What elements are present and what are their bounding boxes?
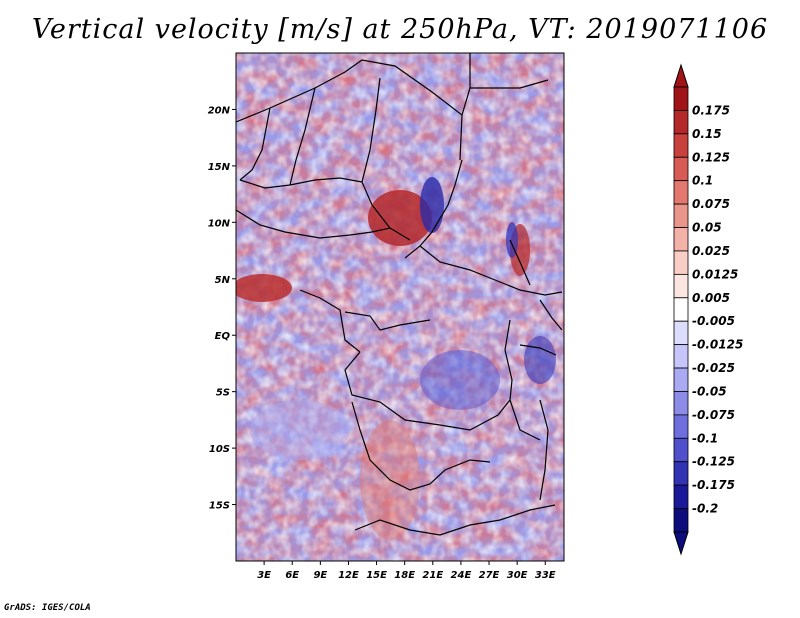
colorbar-bottom-arrow: [673, 531, 689, 556]
lon-tick-label: 30E: [507, 570, 528, 581]
colorbar-label: -0.075: [692, 408, 735, 422]
colorbar-swatch: [673, 273, 689, 299]
colorbar: 0.175 0.15 0.125 0.1 0.075 0.05 0.025 0.0125 0.0…: [673, 63, 743, 556]
lon-tick-label: 6E: [285, 570, 299, 581]
lat-tick-label: 15N: [208, 162, 231, 173]
lon-tick-label: 21E: [422, 570, 443, 581]
colorbar-swatch: [673, 367, 689, 392]
colorbar-label: -0.175: [692, 478, 735, 492]
colorbar-swatch: [673, 484, 689, 509]
longitude-axis: 3E 6E 9E 12E 15E 18E 21E 24E 27E 30E 33E: [257, 561, 556, 581]
colorbar-swatch: [673, 391, 689, 416]
latitude-axis: 20N 15N 10N 5N EQ 5S 10S 15S: [208, 105, 236, 512]
lon-tick-label: 9E: [313, 570, 327, 581]
colorbar-swatch: [673, 461, 689, 486]
lon-tick-label: 3E: [257, 570, 271, 581]
colorbar-label: -0.005: [692, 314, 735, 328]
colorbar-label: -0.2: [692, 502, 718, 516]
colorbar-label: -0.05: [692, 384, 727, 398]
colorbar-label: 0.1: [692, 174, 713, 188]
colorbar-label: -0.125: [692, 455, 735, 469]
colorbar-label: 0.125: [692, 150, 730, 164]
lat-tick-label: 10S: [209, 444, 230, 455]
lon-tick-label: 18E: [394, 570, 415, 581]
colorbar-swatch: [673, 344, 689, 369]
colorbar-label: 0.005: [692, 291, 730, 305]
colorbar-swatch: [673, 320, 689, 346]
lon-tick-label: 27E: [479, 570, 500, 581]
lon-tick-label: 24E: [451, 570, 472, 581]
colorbar-swatch: [673, 437, 689, 463]
colorbar-label: 0.175: [692, 103, 730, 117]
country-borders: [236, 53, 563, 536]
lon-tick-label: 15E: [366, 570, 387, 581]
lat-tick-label: 15S: [209, 501, 230, 512]
colorbar-swatch: [673, 110, 689, 135]
colorbar-swatch: [673, 203, 689, 228]
colorbar-swatch: [673, 414, 689, 439]
map-frame: [235, 52, 565, 562]
colorbar-swatch: [673, 180, 689, 205]
colorbar-label: 0.075: [692, 197, 730, 211]
colorbar-swatch: [673, 86, 689, 111]
lat-tick-label: 5N: [215, 275, 231, 286]
lat-tick-label: 20N: [208, 105, 231, 116]
lat-tick-label: EQ: [215, 331, 231, 342]
colorbar-label: 0.0125: [692, 267, 738, 281]
colorbar-label: 0.05: [692, 221, 722, 235]
colorbar-swatch: [673, 133, 689, 158]
colorbar-label: 0.15: [692, 127, 722, 141]
colorbar-label: -0.0125: [692, 338, 743, 352]
colorbar-swatch: [673, 297, 689, 322]
lon-tick-label: 33E: [535, 570, 556, 581]
velocity-field: [236, 53, 564, 561]
colorbar-top-arrow: [673, 63, 689, 88]
colorbar-swatch: [673, 508, 689, 533]
lat-tick-label: 5S: [216, 388, 230, 399]
colorbar-swatch: [673, 156, 689, 182]
colorbar-swatch: [673, 250, 689, 275]
lon-tick-label: 12E: [338, 570, 359, 581]
colorbar-swatch: [673, 227, 689, 252]
colorbar-label: -0.1: [692, 431, 718, 445]
grads-credit: GrADS: IGES/COLA: [4, 603, 91, 613]
lat-tick-label: 10N: [208, 218, 231, 229]
chart-title: Vertical velocity [m/s] at 250hPa, VT: 2…: [31, 14, 769, 45]
colorbar-label: 0.025: [692, 244, 730, 258]
colorbar-label: -0.025: [692, 361, 735, 375]
